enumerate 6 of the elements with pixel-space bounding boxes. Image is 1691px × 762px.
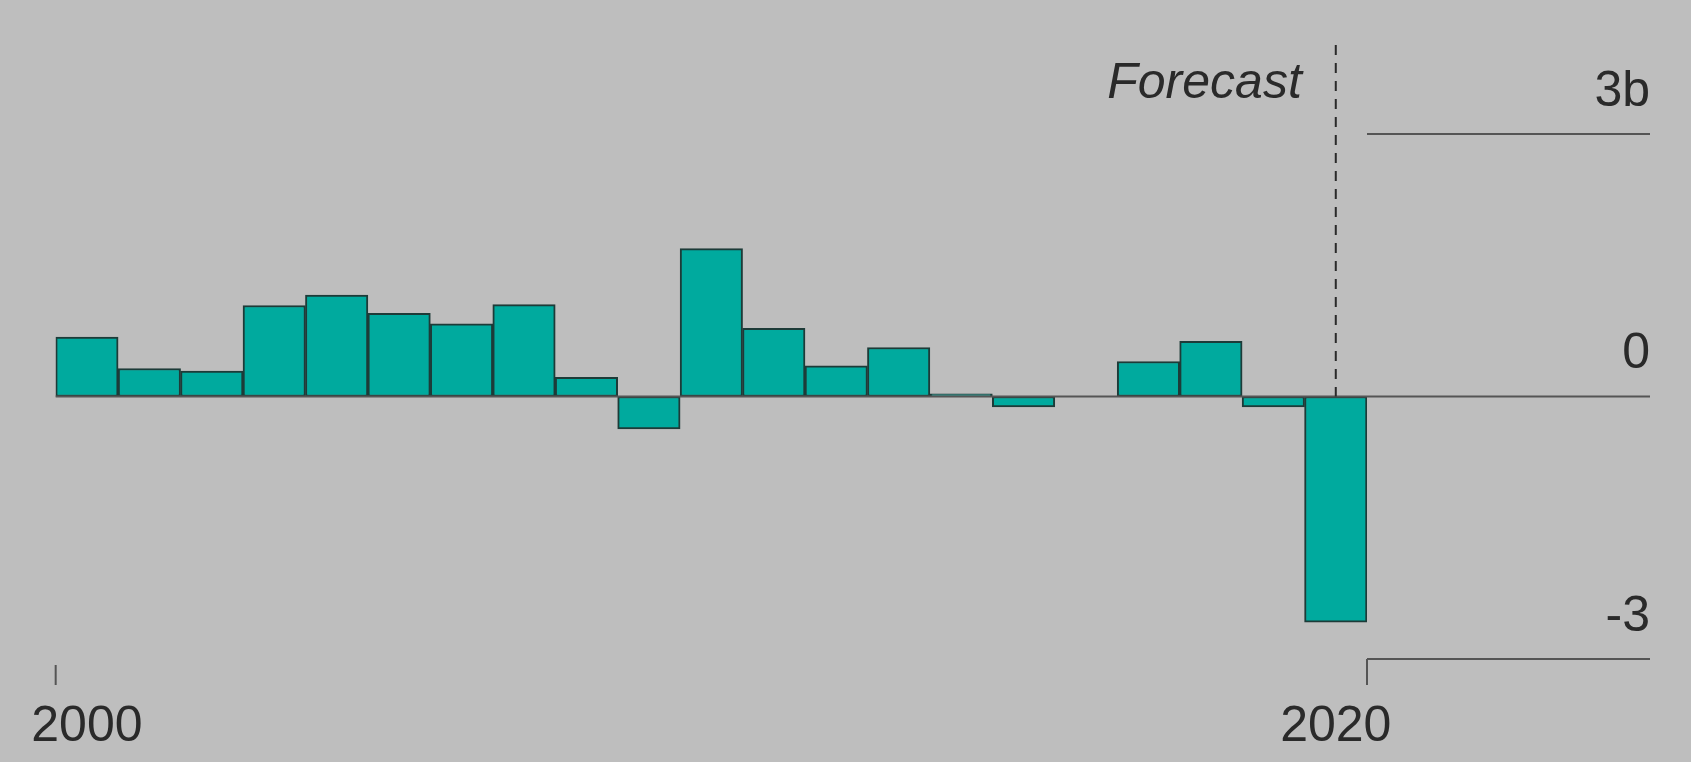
x-tick-label: 2000	[31, 695, 143, 752]
x-tick-label: 2020	[1280, 695, 1392, 752]
y-tick-label: 3b	[1594, 60, 1650, 117]
y-tick-label: -3	[1605, 585, 1650, 642]
y-tick-label: 0	[1622, 323, 1650, 380]
ref-line-label: Forecast	[1107, 53, 1304, 109]
